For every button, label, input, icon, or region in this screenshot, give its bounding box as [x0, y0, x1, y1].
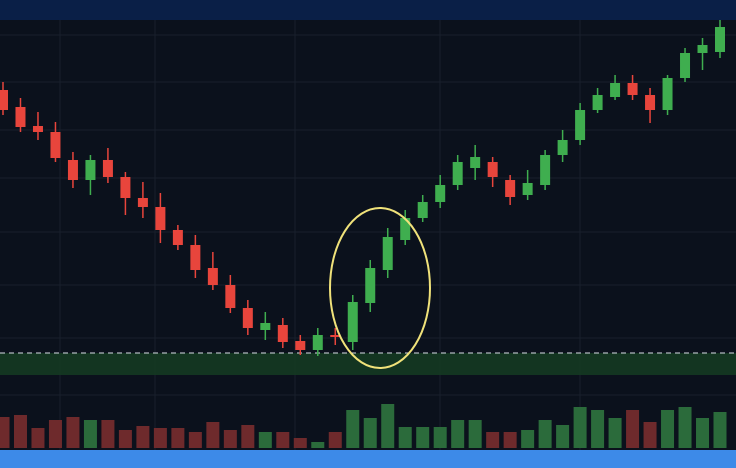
- candle-body: [190, 245, 201, 270]
- candle-body: [645, 95, 656, 110]
- volume-bar: [328, 432, 342, 448]
- volume-bar: [521, 430, 535, 448]
- volume-bar: [538, 420, 552, 448]
- candle-body: [610, 83, 621, 97]
- candle-body: [85, 160, 96, 180]
- volume-bar: [31, 428, 45, 448]
- plot: [0, 20, 736, 448]
- candle-body: [435, 185, 446, 202]
- candle-body: [592, 95, 603, 110]
- candle-body: [575, 110, 586, 140]
- candle-body: [540, 155, 551, 185]
- volume-bar: [678, 407, 692, 448]
- candle-body: [120, 177, 131, 198]
- candle-body: [260, 323, 271, 330]
- volume-bar: [556, 425, 570, 448]
- volume-bar: [503, 432, 517, 448]
- candle-body: [225, 285, 236, 308]
- candle-body: [0, 90, 8, 110]
- support-zone: [0, 353, 736, 375]
- volume-bar: [136, 426, 150, 448]
- candle-body: [295, 341, 306, 350]
- volume-bar: [643, 422, 657, 448]
- candle-body: [487, 162, 498, 177]
- volume-bar: [223, 430, 237, 448]
- volume-bar: [696, 418, 710, 448]
- volume-bar: [101, 420, 115, 448]
- candle-body: [172, 230, 183, 245]
- candle-body: [470, 157, 481, 168]
- volume-bar: [661, 410, 675, 448]
- candle-body: [32, 126, 43, 132]
- candle-body: [365, 268, 376, 303]
- candle-body: [557, 140, 568, 155]
- volume-bar: [573, 407, 587, 448]
- volume-bar: [0, 417, 10, 448]
- volume-bar: [48, 420, 62, 448]
- candle-body: [277, 325, 288, 342]
- volume-bar: [311, 442, 325, 448]
- volume-bar: [626, 410, 640, 448]
- volume-bar: [486, 432, 500, 448]
- bottom-bar: [0, 450, 736, 468]
- candle-body: [312, 335, 323, 350]
- candle-body: [627, 83, 638, 95]
- volume-bar: [206, 422, 220, 448]
- volume-bar: [451, 420, 465, 448]
- top-bar: [0, 0, 736, 20]
- volume-bar: [608, 418, 622, 448]
- candle-body: [102, 160, 113, 177]
- volume-bar: [66, 417, 80, 448]
- candle-body: [452, 162, 463, 185]
- volume-bar: [363, 418, 377, 448]
- candle-body: [155, 207, 166, 230]
- candle-body: [330, 335, 341, 337]
- volume-bar: [118, 430, 132, 448]
- volume-bar: [713, 412, 727, 448]
- candle-body: [347, 302, 358, 342]
- volume-bar: [188, 432, 202, 448]
- candle-body: [50, 132, 61, 158]
- candle-body: [522, 183, 533, 195]
- volume-bar: [153, 428, 167, 448]
- candle-body: [662, 78, 673, 110]
- volume-bar: [468, 420, 482, 448]
- candle-body: [715, 27, 725, 52]
- volume-bar: [171, 428, 185, 448]
- volume-bar: [13, 415, 27, 448]
- volume-bar: [346, 410, 360, 448]
- volume-bar: [241, 425, 255, 448]
- volume-bar: [293, 438, 307, 448]
- candle-body: [15, 107, 26, 127]
- candle-body: [67, 160, 78, 180]
- candle-body: [137, 198, 148, 207]
- candle-body: [207, 268, 218, 285]
- volume-bar: [591, 410, 605, 448]
- candle-body: [697, 45, 708, 53]
- candle-body: [242, 308, 253, 328]
- highlight-ellipse: [329, 207, 431, 369]
- volume-bar: [416, 427, 430, 448]
- candle-body: [505, 180, 516, 197]
- candle-body: [382, 237, 393, 270]
- candle-body: [400, 218, 411, 240]
- candle-body: [680, 53, 691, 78]
- volume-bar: [276, 432, 290, 448]
- volume-bar: [433, 427, 447, 448]
- volume-bar: [381, 404, 395, 448]
- volume-bar: [398, 427, 412, 448]
- volume-bar: [258, 432, 272, 448]
- volume-bar: [83, 420, 97, 448]
- candle-body: [417, 202, 428, 218]
